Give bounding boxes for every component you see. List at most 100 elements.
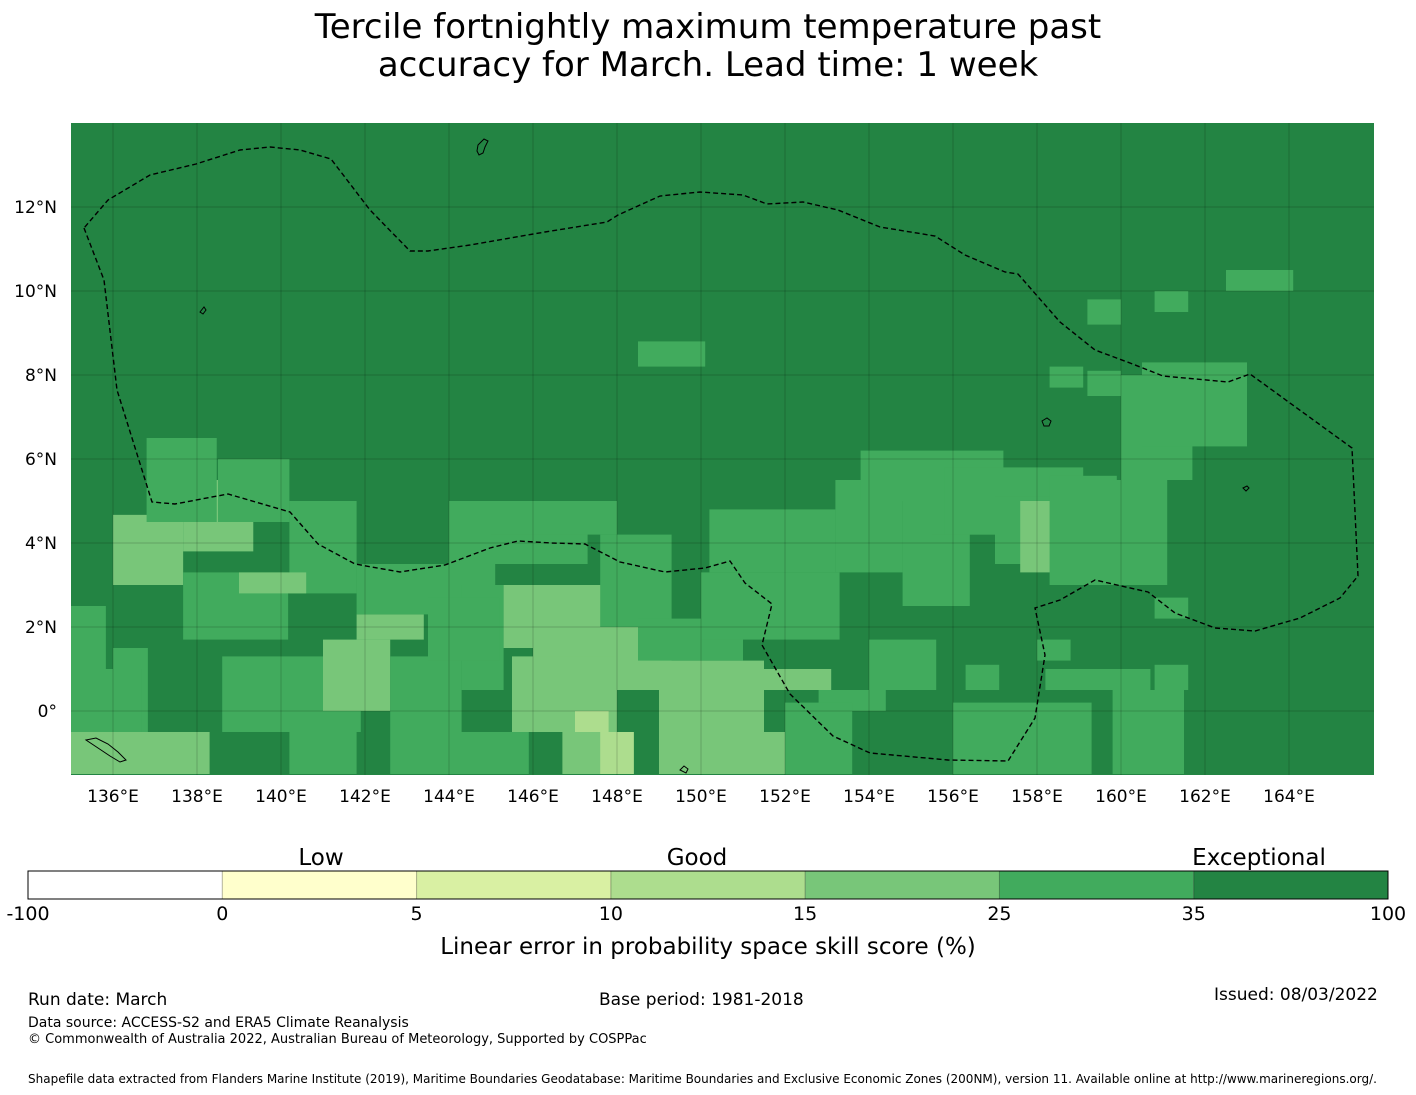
colorbar-tick-label: 100	[1370, 903, 1406, 925]
base-period: Base period: 1981-2018	[599, 990, 804, 1010]
island-bougainville	[84, 737, 127, 763]
colorbar-swatch	[28, 871, 223, 899]
skill-cell	[71, 606, 106, 669]
longitude-tick-label: 144°E	[423, 787, 475, 807]
title-line-1: Tercile fortnightly maximum temperature …	[314, 7, 1102, 47]
skill-cell	[218, 459, 290, 522]
skill-cell	[146, 438, 217, 522]
skill-cell	[1020, 501, 1054, 573]
skill-cell	[600, 732, 634, 774]
skill-cell	[726, 669, 832, 690]
skill-cell	[1112, 690, 1184, 774]
skill-cell	[1226, 270, 1294, 291]
eez-boundary-north	[83, 146, 1359, 762]
colorbar-axis-label: Linear error in probability space skill …	[440, 934, 976, 960]
skill-cell	[659, 732, 798, 774]
skill-cell	[709, 509, 836, 573]
axis-labels: 136°E 138°E 140°E 142°E 144°E 146°E 148°E 150°E…	[14, 198, 1315, 807]
longitude-tick-label: 136°E	[87, 787, 139, 807]
skill-cell	[71, 732, 210, 774]
skill-cell	[1045, 669, 1151, 690]
skill-cell	[1142, 362, 1247, 447]
longitude-tick-label: 164°E	[1263, 787, 1315, 807]
longitude-tick-label: 156°E	[927, 787, 979, 807]
colorbar-swatch	[999, 871, 1194, 899]
island-south	[679, 765, 689, 774]
longitude-tick-label: 150°E	[675, 787, 727, 807]
skill-cell	[356, 614, 424, 640]
island-west	[199, 306, 207, 315]
skill-cell	[701, 572, 840, 640]
latitude-tick-label: 10°N	[14, 282, 57, 302]
skill-cell	[869, 639, 937, 690]
skill-cell	[575, 711, 609, 732]
skill-cell	[1087, 370, 1121, 396]
skill-cell	[600, 534, 672, 627]
colorbar-swatch	[805, 871, 1000, 899]
skill-cell	[1087, 299, 1121, 325]
island-pohnpei	[1041, 417, 1052, 427]
longitude-tick-label: 158°E	[1011, 787, 1063, 807]
colorbar-swatch	[610, 871, 806, 899]
longitude-tick-label: 154°E	[843, 787, 895, 807]
island-north	[476, 138, 489, 156]
skill-cell	[1154, 597, 1189, 619]
longitude-tick-label: 146°E	[507, 787, 559, 807]
data-source: Data source: ACCESS-S2 and ERA5 Climate …	[28, 1015, 409, 1031]
skill-cell	[1154, 291, 1189, 312]
colorbar-tick-label: 25	[987, 903, 1011, 925]
skill-cell	[113, 514, 184, 585]
colorbar-category-label: Exceptional	[1192, 845, 1326, 871]
colorbar-frame	[27, 870, 1389, 900]
longitude-tick-label: 148°E	[591, 787, 643, 807]
skill-cell	[860, 450, 932, 501]
skill-cell	[638, 341, 706, 367]
skill-cell	[239, 572, 307, 594]
latitude-tick-label: 4°N	[25, 534, 57, 554]
longitude-tick-label: 160°E	[1095, 787, 1147, 807]
map-title: Tercile fortnightly maximum temperature …	[0, 8, 1416, 84]
skill-cell	[1100, 480, 1168, 585]
skill-cell	[1049, 366, 1084, 388]
colorbar-swatch	[1193, 871, 1388, 899]
shapefile-credit: Shapefile data extracted from Flanders M…	[28, 1072, 1377, 1086]
colorbar-tick-label: 15	[793, 903, 817, 925]
skill-cell	[323, 639, 391, 711]
skill-cell	[1037, 639, 1071, 661]
longitude-tick-label: 152°E	[759, 787, 811, 807]
latitude-tick-label: 12°N	[14, 198, 57, 218]
title-line-2: accuracy for March. Lead time: 1 week	[377, 45, 1039, 85]
skill-cell	[71, 669, 142, 732]
skill-cell	[390, 656, 462, 732]
skill-cell	[289, 732, 357, 774]
issued-date: Issued: 08/03/2022	[1214, 985, 1378, 1005]
skill-cell	[785, 702, 853, 774]
skill-grid	[71, 270, 1294, 774]
island-kosrae	[1242, 485, 1250, 492]
colorbar-tick-label: 10	[599, 903, 623, 925]
skill-cell	[1154, 664, 1189, 690]
skill-cell	[428, 597, 500, 661]
colorbar-category-label: Good	[667, 845, 728, 871]
skill-cell	[965, 664, 1000, 690]
colorbar-swatch	[222, 871, 417, 899]
map-panel	[71, 123, 1374, 775]
latitude-tick-label: 8°N	[25, 366, 57, 386]
longitude-tick-label: 140°E	[255, 787, 307, 807]
longitude-tick-label: 138°E	[171, 787, 223, 807]
colorbar: -100 0 5 10 15 25 35 100 Low Good Exceptional Linea…	[6, 845, 1406, 960]
skill-cell	[390, 732, 529, 774]
longitude-tick-label: 142°E	[339, 787, 391, 807]
colorbar-swatch	[416, 871, 611, 899]
latitude-tick-label: 2°N	[25, 618, 57, 638]
graticule	[71, 123, 1374, 775]
colorbar-tick-label: 0	[216, 903, 228, 925]
latitude-tick-label: 0°	[38, 702, 57, 722]
latitude-tick-label: 6°N	[25, 450, 57, 470]
colorbar-tick-label: -100	[6, 903, 49, 925]
copyright: © Commonwealth of Australia 2022, Austra…	[28, 1032, 647, 1047]
colorbar-category-label: Low	[298, 845, 343, 871]
colorbar-tick-label: 35	[1182, 903, 1206, 925]
skill-cell	[491, 501, 617, 535]
